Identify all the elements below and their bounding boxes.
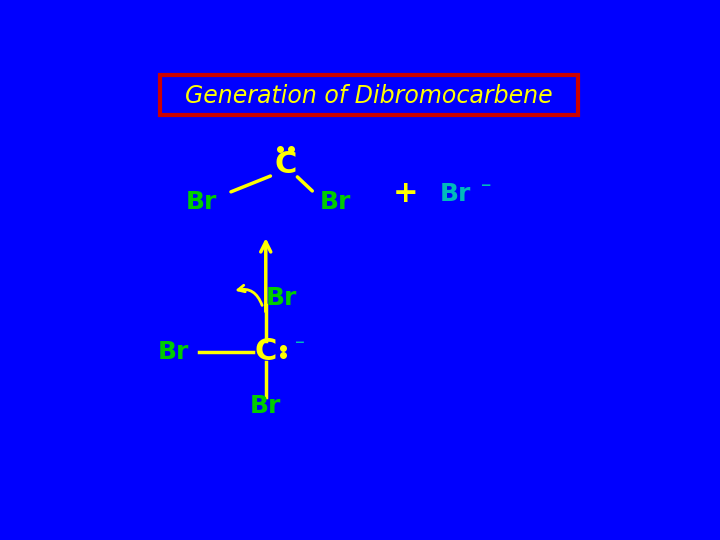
FancyArrowPatch shape [238,285,262,306]
Text: Generation of Dibromocarbene: Generation of Dibromocarbene [185,84,553,108]
Text: C: C [255,337,277,366]
Text: Br: Br [250,394,282,418]
Text: –: – [481,174,491,194]
FancyBboxPatch shape [160,75,578,114]
Text: –: – [295,333,305,352]
Text: Br: Br [440,181,471,206]
Text: Br: Br [158,340,189,364]
Text: C: C [274,150,297,179]
Text: +: + [392,179,418,208]
Text: Br: Br [186,190,217,214]
Text: Br: Br [320,190,351,214]
Text: Br: Br [266,286,297,309]
